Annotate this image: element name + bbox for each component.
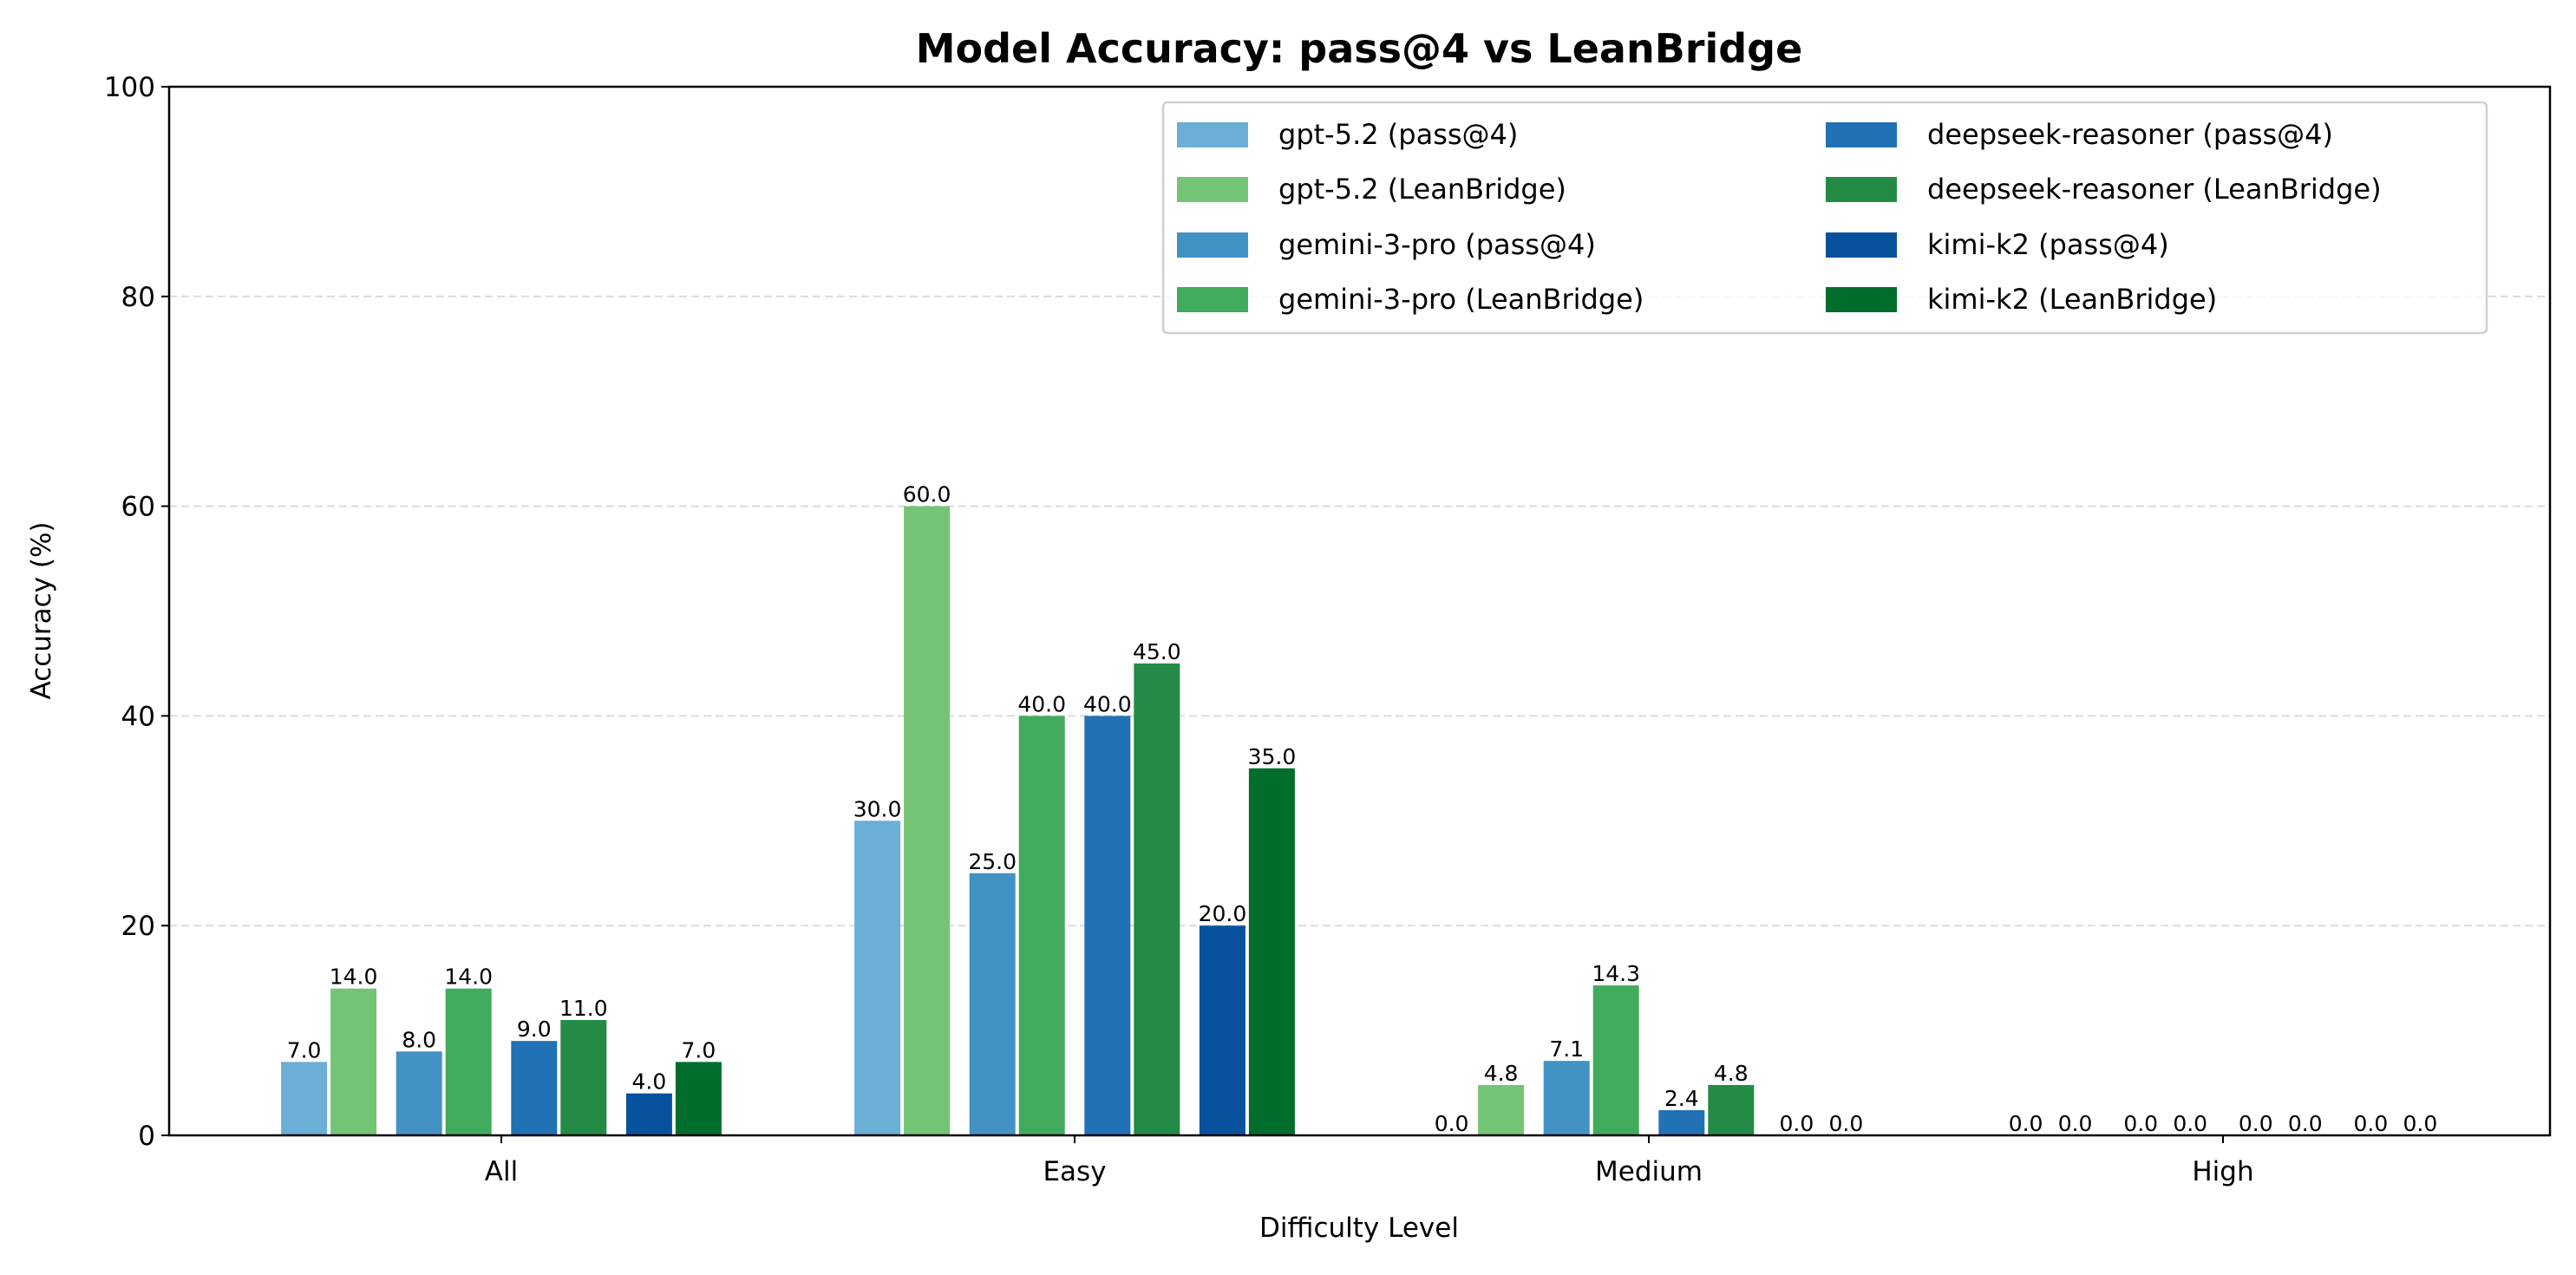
legend-frame xyxy=(1161,101,2488,335)
legend-label: deepseek-reasoner (LeanBridge) xyxy=(1927,173,2382,206)
bar-value-label: 8.0 xyxy=(402,1027,436,1052)
y-tick-label: 0 xyxy=(138,1121,155,1152)
bar xyxy=(1084,716,1131,1135)
legend-swatch xyxy=(1177,287,1248,312)
legend-label: deepseek-reasoner (pass@4) xyxy=(1927,118,2333,151)
bar-value-label: 14.0 xyxy=(444,964,493,990)
bar-value-label: 60.0 xyxy=(903,482,951,507)
bar-value-label: 40.0 xyxy=(1017,691,1066,716)
bar xyxy=(1543,1061,1590,1135)
plot-frame xyxy=(167,85,2552,1137)
x-axis-label: Difficulty Level xyxy=(1259,1213,1459,1244)
bar xyxy=(1018,716,1065,1135)
bar-value-label: 0.0 xyxy=(2354,1111,2389,1136)
bar-value-label: 4.8 xyxy=(1484,1061,1519,1086)
bar xyxy=(675,1062,722,1135)
y-tick-label: 60 xyxy=(121,492,155,523)
bar-value-label: 20.0 xyxy=(1199,901,1247,926)
bar xyxy=(1592,985,1639,1135)
bar-value-label: 0.0 xyxy=(2403,1111,2438,1136)
bar-value-label: 35.0 xyxy=(1248,744,1297,769)
bar-value-label: 40.0 xyxy=(1083,691,1132,716)
bar-value-label: 0.0 xyxy=(1435,1111,1469,1136)
bar xyxy=(396,1051,442,1135)
legend-swatch xyxy=(1826,232,1897,258)
bar xyxy=(969,873,1016,1135)
legend-swatch xyxy=(1177,232,1248,258)
x-tick-label: Medium xyxy=(1595,1156,1703,1187)
legend-label: kimi-k2 (pass@4) xyxy=(1927,228,2169,261)
bar-value-label: 14.3 xyxy=(1592,961,1640,986)
x-tick-label: All xyxy=(485,1156,518,1187)
bar xyxy=(1199,925,1246,1135)
legend-swatch xyxy=(1177,122,1248,147)
bar xyxy=(330,988,377,1135)
legend-label: gpt-5.2 (pass@4) xyxy=(1278,118,1518,151)
bar-value-label: 11.0 xyxy=(559,996,608,1021)
bar-value-label: 7.0 xyxy=(682,1037,716,1062)
legend-label: kimi-k2 (LeanBridge) xyxy=(1927,283,2217,316)
bar-value-label: 0.0 xyxy=(2239,1111,2273,1136)
bar xyxy=(511,1041,558,1135)
bar-value-label: 0.0 xyxy=(2009,1111,2043,1136)
bar-value-label: 7.1 xyxy=(1549,1036,1584,1062)
bar xyxy=(1134,663,1180,1135)
bar xyxy=(281,1062,328,1135)
bar-value-label: 0.0 xyxy=(2173,1111,2207,1136)
bar-value-label: 25.0 xyxy=(968,849,1017,874)
bar xyxy=(560,1020,607,1135)
legend-swatch xyxy=(1826,287,1897,312)
legend-swatch xyxy=(1826,177,1897,202)
chart-title: Model Accuracy: pass@4 vs LeanBridge xyxy=(916,25,1803,72)
bar-value-label: 4.0 xyxy=(632,1069,667,1095)
y-tick-label: 80 xyxy=(121,282,155,313)
legend-label: gpt-5.2 (LeanBridge) xyxy=(1278,173,1566,206)
bar-value-label: 7.0 xyxy=(287,1037,322,1062)
bar-value-label: 45.0 xyxy=(1133,639,1181,664)
y-tick-label: 20 xyxy=(121,911,155,942)
bar-value-label: 4.8 xyxy=(1714,1061,1749,1086)
bar xyxy=(904,506,951,1135)
x-tick-label: Easy xyxy=(1043,1156,1106,1187)
x-tick-label: High xyxy=(2192,1156,2253,1187)
bar xyxy=(625,1093,672,1135)
bar-value-label: 0.0 xyxy=(2123,1111,2158,1136)
bar xyxy=(1708,1084,1755,1135)
bar xyxy=(1658,1109,1705,1135)
bar xyxy=(1248,768,1295,1135)
legend-label: gemini-3-pro (LeanBridge) xyxy=(1278,283,1644,316)
bar-value-label: 2.4 xyxy=(1664,1086,1699,1111)
bar-value-label: 9.0 xyxy=(517,1017,552,1042)
bar-value-label: 14.0 xyxy=(330,964,378,990)
bar-value-label: 0.0 xyxy=(2058,1111,2093,1136)
y-axis-label: Accuracy (%) xyxy=(26,521,57,699)
bar-value-label: 30.0 xyxy=(853,796,902,821)
legend-swatch xyxy=(1177,177,1248,202)
legend: gpt-5.2 (pass@4) gpt-5.2 (LeanBridge) gemi… xyxy=(1161,101,2488,335)
legend-label: gemini-3-pro (pass@4) xyxy=(1278,228,1596,261)
bar-value-label: 0.0 xyxy=(1780,1111,1814,1136)
legend-swatch xyxy=(1826,122,1897,147)
bar-value-label: 0.0 xyxy=(2288,1111,2323,1136)
y-tick-label: 100 xyxy=(104,72,155,103)
bar xyxy=(1478,1084,1525,1135)
bar xyxy=(445,988,492,1135)
bar-value-label: 0.0 xyxy=(1829,1111,1864,1136)
bar xyxy=(854,821,901,1135)
y-tick-label: 40 xyxy=(121,701,155,732)
